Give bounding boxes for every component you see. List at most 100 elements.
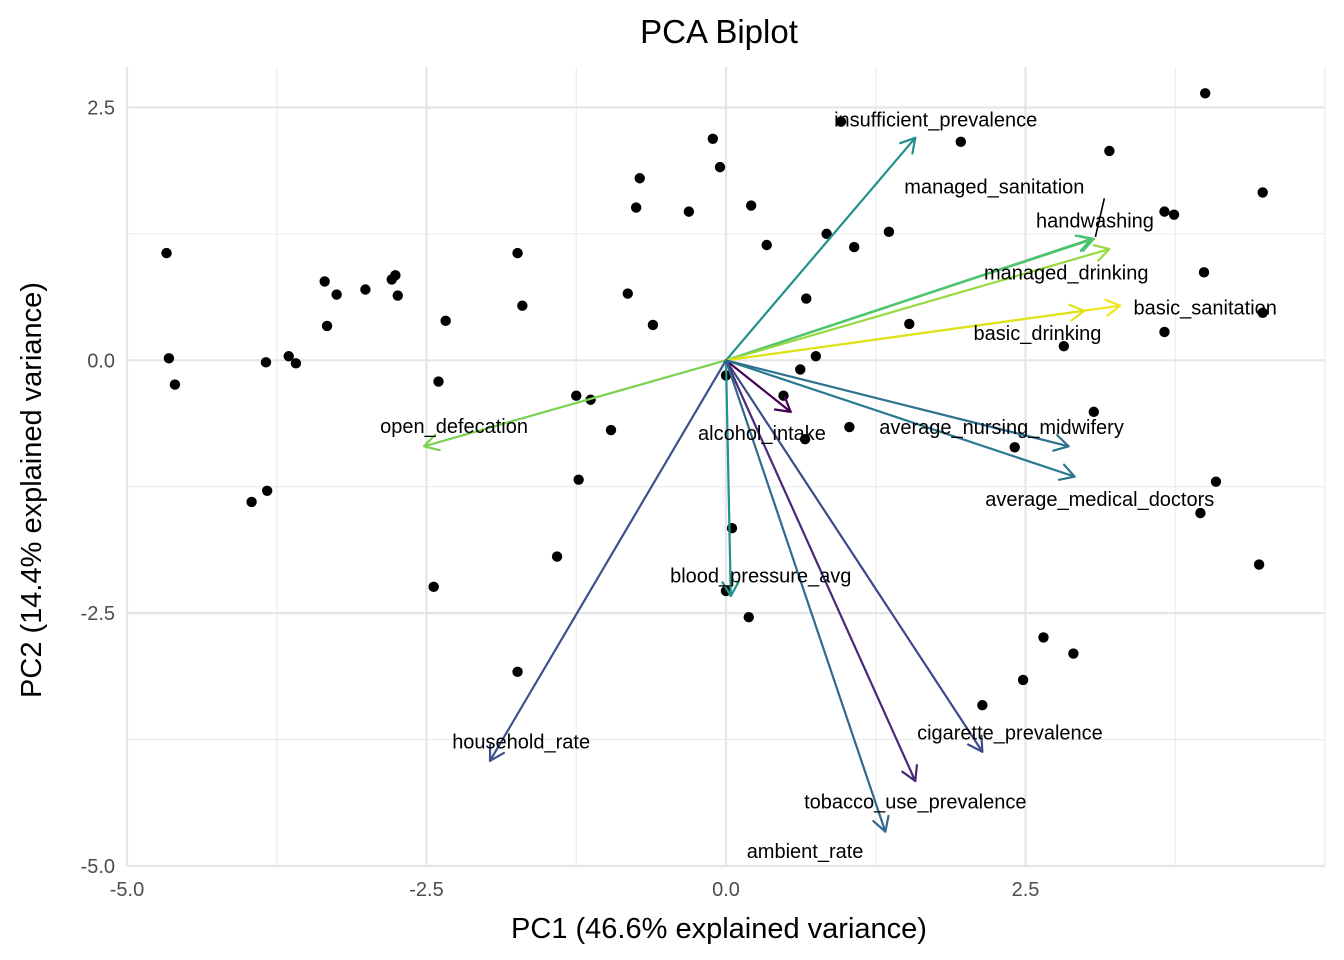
score-point	[745, 200, 757, 211]
loading-arrows	[423, 136, 1122, 833]
score-point	[977, 699, 988, 711]
loading-arrow-managed_drinking	[724, 247, 1111, 362]
score-point	[512, 247, 523, 259]
loading-arrowhead-average_medical_doctors	[1057, 463, 1076, 481]
score-point	[1198, 267, 1210, 278]
score-point	[169, 379, 181, 390]
y-tick-label: -5.0	[81, 856, 115, 878]
loading-arrow-open_defecation	[423, 359, 728, 448]
score-point	[573, 474, 584, 485]
score-point	[630, 202, 642, 213]
score-point	[955, 136, 967, 148]
score-point	[1257, 187, 1268, 198]
loading-label-basic_drinking: basic_drinking	[974, 323, 1102, 345]
loading-label-average_nursing_midwifery: average_nursing_midwifery	[879, 417, 1124, 439]
score-point	[1168, 209, 1180, 220]
score-point	[1068, 648, 1079, 659]
loading-label-basic_sanitation: basic_sanitation	[1133, 298, 1276, 320]
loading-arrow-cigarette_prevalence	[724, 359, 984, 753]
score-point	[517, 300, 528, 311]
x-tick-label: 2.5	[1012, 879, 1040, 901]
score-point	[801, 293, 812, 304]
loading-label-handwashing: handwashing	[1036, 211, 1154, 233]
loading-label-ambient_rate: ambient_rate	[747, 841, 864, 863]
loading-label-household_rate: household_rate	[452, 732, 590, 754]
y-tick-label: 2.5	[87, 97, 115, 119]
score-point	[246, 496, 257, 508]
score-point	[290, 358, 302, 369]
loading-label-managed_sanitation: managed_sanitation	[904, 176, 1084, 198]
major-gridlines	[125, 67, 1325, 868]
score-point	[1253, 559, 1265, 570]
score-point	[390, 270, 401, 281]
score-point	[571, 390, 582, 401]
loading-arrowhead-ambient_rate	[872, 814, 890, 833]
loading-arrow-insufficient_prevalence	[724, 136, 917, 362]
score-point	[634, 173, 645, 184]
loading-labels: insufficient_prevalence managed_sanitatio…	[380, 110, 1277, 863]
loading-label-alcohol_intake: alcohol_intake	[698, 423, 826, 445]
score-point	[321, 320, 333, 332]
score-point	[512, 666, 523, 678]
loading-label-insufficient_prevalence: insufficient_prevalence	[834, 110, 1037, 132]
score-point	[433, 376, 444, 387]
loading-arrowhead-basic_drinking	[1068, 303, 1086, 322]
loading-arrowhead-alcohol_intake	[773, 395, 792, 413]
score-point	[440, 315, 451, 327]
score-point	[795, 364, 806, 375]
y-tick-label: -2.5	[81, 603, 115, 625]
loading-arrow-average_medical_doctors	[724, 359, 1076, 478]
score-point	[743, 611, 754, 623]
score-point	[319, 276, 330, 287]
x-tick-label: 0.0	[712, 879, 740, 901]
score-point	[1195, 507, 1206, 519]
score-point	[799, 433, 811, 445]
score-point	[835, 116, 847, 127]
score-point	[260, 357, 272, 368]
y-tick-label: 0.0	[87, 350, 115, 372]
loading-arrowhead-cigarette_prevalence	[966, 734, 984, 753]
score-point	[707, 133, 719, 145]
score-point	[1038, 632, 1049, 643]
loading-label-blood_pressure_avg: blood_pressure_avg	[670, 566, 851, 588]
score-point	[1210, 476, 1222, 487]
loading-arrowhead-open_defecation	[423, 433, 441, 452]
score-point	[1088, 406, 1099, 418]
loading-arrowhead-managed_drinking	[1092, 244, 1111, 262]
label-leader-managed_sanitation	[1094, 198, 1106, 238]
score-point	[1257, 307, 1268, 318]
loading-label-open_defecation: open_defecation	[380, 416, 528, 438]
score-point	[778, 390, 789, 401]
score-point	[1159, 326, 1170, 338]
loading-arrowhead-insufficient_prevalence	[899, 136, 917, 155]
loading-arrow-alcohol_intake	[724, 359, 792, 413]
score-point	[161, 247, 172, 259]
chart-title: PCA Biplot	[640, 13, 798, 50]
loading-label-tobacco_use_prevalence: tobacco_use_prevalence	[804, 791, 1026, 813]
score-point	[761, 239, 772, 251]
score-point	[428, 581, 439, 593]
y-tick-labels: -5.0 -2.5 0.0 2.5	[81, 97, 115, 878]
score-point	[647, 319, 659, 331]
score-point	[392, 290, 403, 301]
loading-arrowhead-tobacco_use_prevalence	[901, 764, 918, 783]
loading-arrowhead-handwashing	[1077, 234, 1095, 252]
score-point	[605, 424, 617, 436]
loading-arrowhead-household_rate	[488, 743, 506, 762]
loading-arrow-blood_pressure_avg	[724, 359, 732, 598]
score-point	[261, 485, 273, 496]
score-point	[1104, 145, 1115, 157]
loading-arrow-ambient_rate	[724, 359, 887, 833]
score-point	[1159, 206, 1170, 217]
loading-arrow-basic_drinking	[724, 309, 1086, 362]
x-tick-label: -2.5	[409, 879, 443, 901]
score-point	[1009, 442, 1020, 453]
score-point	[844, 421, 855, 433]
y-axis-label: PC2 (14.4% explained variance)	[16, 282, 48, 698]
loading-arrow-tobacco_use_prevalence	[724, 359, 917, 783]
loading-label-average_medical_doctors: average_medical_doctors	[985, 489, 1214, 511]
score-point	[1058, 340, 1070, 352]
loading-label-cigarette_prevalence: cigarette_prevalence	[917, 722, 1103, 744]
score-point	[714, 161, 726, 173]
score-point	[810, 351, 822, 362]
